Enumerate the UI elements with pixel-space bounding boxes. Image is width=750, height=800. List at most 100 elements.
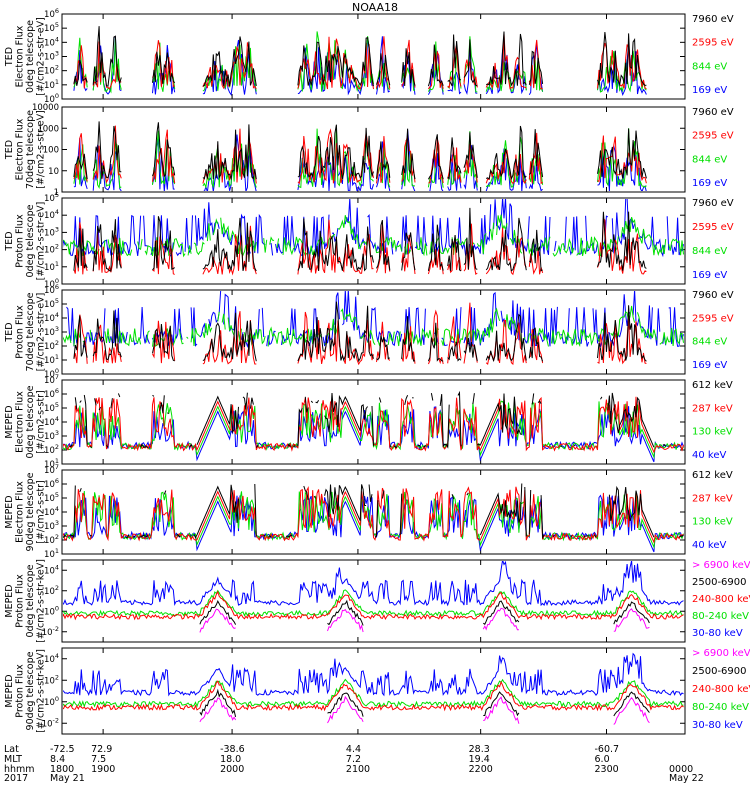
footer-value-mlt: 8.4 bbox=[50, 754, 65, 765]
y-axis-label-line: [#/cm2-s-str-keV] bbox=[36, 559, 47, 643]
series-trace-magenta bbox=[199, 695, 650, 725]
series-trace-blue bbox=[63, 561, 684, 607]
series-label: 7960 eV bbox=[692, 107, 734, 118]
series-trace-black bbox=[199, 599, 650, 626]
series-label: 844 eV bbox=[692, 61, 727, 72]
series-label: 844 eV bbox=[692, 154, 727, 165]
series-trace-black bbox=[73, 26, 647, 87]
series-label: 130 keV bbox=[692, 517, 733, 528]
series-label: 2500-6900 bbox=[692, 577, 747, 588]
y-tick-label: 10 bbox=[48, 167, 59, 177]
data-traces bbox=[63, 652, 684, 725]
series-label: 7960 eV bbox=[692, 290, 734, 301]
series-trace-blue bbox=[63, 652, 684, 697]
y-axis-label-line: 0deg telescope bbox=[25, 564, 36, 637]
y-axis-label-line: 0deg telescope bbox=[25, 20, 36, 93]
y-axis-label-line: [#/cm2-s-str-keV] bbox=[36, 649, 47, 733]
footer-value-lat: -60.7 bbox=[595, 744, 620, 755]
footer-row-label: hhmm bbox=[4, 764, 35, 775]
y-axis-label-line: Electron Flux bbox=[15, 391, 26, 453]
series-label: 844 eV bbox=[692, 246, 727, 257]
data-traces bbox=[63, 483, 684, 553]
footer-row-label: Lat bbox=[4, 744, 19, 755]
series-label: 130 keV bbox=[692, 427, 733, 438]
series-trace-red bbox=[63, 396, 684, 454]
data-traces bbox=[73, 26, 647, 96]
footer-value-mlt: 7.2 bbox=[346, 754, 361, 765]
series-trace-magenta bbox=[199, 607, 650, 633]
y-axis-label-line: MEPED bbox=[4, 495, 15, 528]
series-label: 169 eV bbox=[692, 178, 727, 189]
y-axis-label-line: Electron Flux bbox=[15, 25, 26, 87]
series-trace-black bbox=[199, 688, 650, 718]
series-trace-black bbox=[69, 393, 682, 448]
y-axis-label-line: MEPED bbox=[4, 674, 15, 707]
chart-title: NOAA18 bbox=[352, 1, 398, 14]
series-trace-red bbox=[63, 590, 684, 621]
series-label: 40 keV bbox=[692, 540, 726, 551]
footer-value-lat: -72.5 bbox=[50, 744, 75, 755]
series-label: 2595 eV bbox=[692, 131, 734, 142]
series-label: 287 keV bbox=[692, 493, 733, 504]
footer-value-hhmm: 2100 bbox=[346, 764, 370, 775]
series-trace-green bbox=[63, 400, 684, 459]
y-axis-label-line: TED bbox=[4, 322, 15, 342]
series-label: 80-240 keV bbox=[692, 611, 749, 622]
series-label: > 6900 keV bbox=[692, 560, 750, 571]
series-label: 30-80 keV bbox=[692, 720, 743, 731]
y-axis-label-line: [#/cm2-s-str-eV] bbox=[36, 202, 47, 281]
series-label: 2500-6900 bbox=[692, 666, 747, 677]
series-trace-black bbox=[63, 483, 684, 540]
series-label: 2595 eV bbox=[692, 222, 734, 233]
series-trace-black bbox=[73, 207, 647, 272]
panel-2: 1 10 100 1000 10000 TED Electron Flux 70deg tel… bbox=[4, 103, 734, 198]
series-label: 2595 eV bbox=[692, 313, 734, 324]
footer-row-label: 2017 bbox=[4, 773, 28, 784]
y-axis-label-line: Proton Flux bbox=[15, 305, 26, 359]
footer-value-hhmm: 1900 bbox=[91, 764, 115, 775]
footer-row-label: MLT bbox=[4, 754, 22, 765]
series-trace-green bbox=[73, 31, 647, 94]
footer-value-lat: 4.4 bbox=[346, 744, 361, 755]
y-axis-label-line: [#/cm2-s-str] bbox=[36, 390, 47, 453]
footer-value-mlt: 7.5 bbox=[91, 754, 106, 765]
data-traces bbox=[63, 561, 684, 633]
data-traces bbox=[63, 291, 684, 366]
footer-end-hhmm: 0000 bbox=[669, 764, 693, 775]
series-trace-green bbox=[63, 589, 684, 618]
footer-value-hhmm: 2300 bbox=[595, 764, 619, 775]
y-tick-label: 1 bbox=[54, 188, 59, 198]
series-trace-red bbox=[63, 680, 684, 712]
footer-value-lat: 28.3 bbox=[469, 744, 490, 755]
y-axis-label-line: Proton Flux bbox=[15, 664, 26, 718]
y-axis-label-line: Electron Flux bbox=[15, 481, 26, 543]
series-label: 169 eV bbox=[692, 270, 727, 281]
footer-value-date: May 21 bbox=[50, 773, 85, 784]
y-tick-label: 10000 bbox=[32, 103, 59, 113]
y-tick-label: 1000 bbox=[37, 124, 59, 134]
series-label: 612 keV bbox=[692, 380, 733, 391]
y-axis-label-line: 70deg telescope bbox=[25, 110, 36, 189]
panel-frame bbox=[61, 197, 686, 285]
panel-frame bbox=[61, 647, 686, 735]
y-axis-label-line: TED bbox=[4, 47, 15, 67]
series-label: > 6900 keV bbox=[692, 648, 750, 659]
footer-value-hhmm: 2200 bbox=[469, 764, 493, 775]
footer-value-mlt: 19.4 bbox=[469, 754, 490, 765]
y-axis-label-line: 90deg telescope bbox=[25, 651, 36, 730]
footer-value-lat: 72.9 bbox=[91, 744, 112, 755]
data-traces bbox=[73, 121, 647, 191]
y-axis-label-line: Proton Flux bbox=[15, 214, 26, 268]
series-label: 30-80 keV bbox=[692, 628, 743, 639]
y-axis-label-line: MEPED bbox=[4, 405, 15, 438]
y-axis-label-line: 90deg telescope bbox=[25, 472, 36, 551]
y-axis-label-line: TED bbox=[4, 231, 15, 251]
series-label: 2595 eV bbox=[692, 38, 734, 49]
